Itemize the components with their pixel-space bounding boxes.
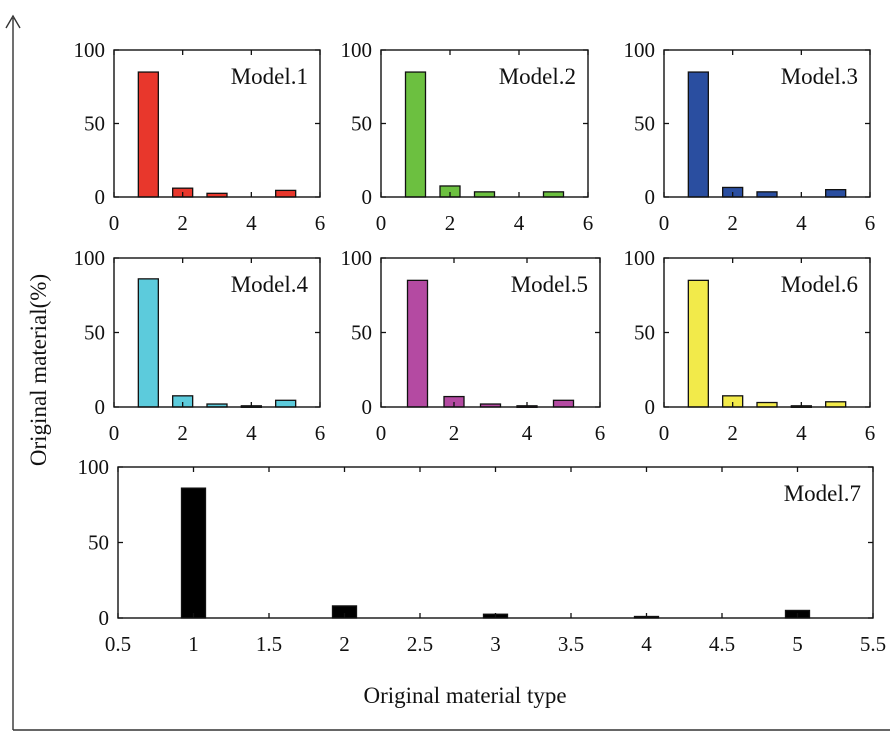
y-axis-label: Original material(%) (26, 274, 51, 466)
x-tick-label: 2 (177, 421, 188, 445)
bar (542, 191, 565, 198)
y-tick-label: 0 (95, 185, 106, 209)
panel-title: Model.4 (231, 272, 309, 297)
y-tick-label: 100 (78, 455, 110, 479)
chart-panel-7: 0 50 100 0.5 1 1.5 2 2.5 3 3.5 4 4.5 5 5.5 Model.7 (78, 455, 887, 656)
chart-panel-1: 0 50 100 0 2 4 6 Model.1 (74, 38, 326, 235)
y-tick-label: 50 (84, 112, 105, 136)
x-tick-label: 6 (315, 211, 326, 235)
y-tick-label: 50 (84, 321, 105, 345)
bar (756, 191, 778, 198)
bar (473, 191, 496, 198)
bar (404, 71, 427, 198)
y-tick-label: 50 (634, 321, 655, 345)
x-tick-label: 6 (595, 421, 606, 445)
x-tick-label: 6 (315, 421, 326, 445)
bar (552, 399, 575, 408)
x-tick-label: 5 (792, 632, 803, 656)
x-tick-label: 4 (514, 211, 525, 235)
y-tick-label: 0 (99, 606, 110, 630)
bar (137, 71, 159, 198)
bar (275, 189, 297, 198)
x-tick-label: 4 (246, 421, 257, 445)
panel-title: Model.2 (499, 64, 576, 89)
x-tick-label: 4 (246, 211, 257, 235)
x-tick-label: 4 (796, 421, 807, 445)
y-tick-label: 0 (362, 185, 373, 209)
y-tick-label: 50 (351, 321, 372, 345)
x-tick-label: 2 (449, 421, 460, 445)
y-tick-label: 50 (88, 531, 109, 555)
y-tick-label: 0 (645, 185, 656, 209)
x-axis-label: Original material type (363, 683, 566, 708)
x-tick-label: 0 (109, 421, 120, 445)
x-tick-label: 4 (522, 421, 533, 445)
x-tick-label: 1.5 (256, 632, 282, 656)
x-tick-label: 4 (641, 632, 652, 656)
x-tick-label: 6 (583, 211, 594, 235)
y-tick-label: 0 (362, 395, 373, 419)
panel-title: Model.5 (511, 272, 588, 297)
x-tick-label: 0 (659, 211, 670, 235)
chart-panel-5: 0 50 100 0 2 4 6 Model.5 (341, 246, 606, 445)
chart-panel-2: 0 50 100 0 2 4 6 Model.2 (341, 38, 594, 235)
panel-title: Model.6 (781, 272, 858, 297)
x-tick-label: 3 (490, 632, 501, 656)
bar (687, 71, 709, 198)
y-tick-label: 0 (95, 395, 106, 419)
y-tick-label: 0 (645, 395, 656, 419)
x-tick-label: 5.5 (860, 632, 886, 656)
x-tick-label: 2 (339, 632, 350, 656)
figure-frame (5, 14, 890, 731)
bar (825, 401, 847, 408)
bar (137, 278, 159, 408)
y-tick-label: 100 (341, 38, 373, 62)
bar (180, 487, 207, 619)
y-tick-label: 100 (74, 246, 106, 270)
y-tick-label: 100 (624, 38, 656, 62)
panel-title: Model.1 (231, 64, 308, 89)
bar (406, 279, 429, 408)
y-tick-label: 50 (634, 112, 655, 136)
y-tick-label: 100 (341, 246, 373, 270)
x-tick-label: 4.5 (709, 632, 735, 656)
x-tick-label: 6 (865, 421, 876, 445)
y-tick-label: 100 (624, 246, 656, 270)
x-tick-label: 2.5 (407, 632, 433, 656)
x-tick-label: 0 (659, 421, 670, 445)
x-tick-label: 0 (376, 211, 387, 235)
x-tick-label: 3.5 (558, 632, 584, 656)
y-tick-label: 100 (74, 38, 106, 62)
chart-panel-6: 0 50 100 0 2 4 6 Model.6 (624, 246, 876, 445)
y-tick-label: 50 (351, 112, 372, 136)
x-tick-label: 2 (727, 421, 738, 445)
bar (687, 279, 709, 408)
panel-title: Model.3 (781, 64, 858, 89)
chart-panel-3: 0 50 100 0 2 4 6 Model.3 (624, 38, 876, 235)
x-tick-label: 0 (376, 421, 387, 445)
plot-frame (117, 466, 874, 619)
panel-title: Model.7 (784, 481, 861, 506)
x-tick-label: 0 (109, 211, 120, 235)
x-tick-label: 2 (727, 211, 738, 235)
x-tick-label: 2 (445, 211, 456, 235)
x-tick-label: 1 (188, 632, 199, 656)
x-tick-label: 2 (177, 211, 188, 235)
bar (825, 188, 847, 198)
x-tick-label: 0.5 (105, 632, 131, 656)
x-tick-label: 6 (865, 211, 876, 235)
chart-panel-4: 0 50 100 0 2 4 6 Model.4 (74, 246, 326, 445)
frame-up-arrow-icon (5, 14, 21, 29)
x-tick-label: 4 (796, 211, 807, 235)
bar (275, 399, 297, 408)
